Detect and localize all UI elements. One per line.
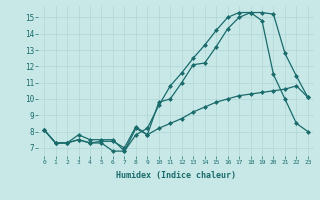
X-axis label: Humidex (Indice chaleur): Humidex (Indice chaleur) [116,171,236,180]
